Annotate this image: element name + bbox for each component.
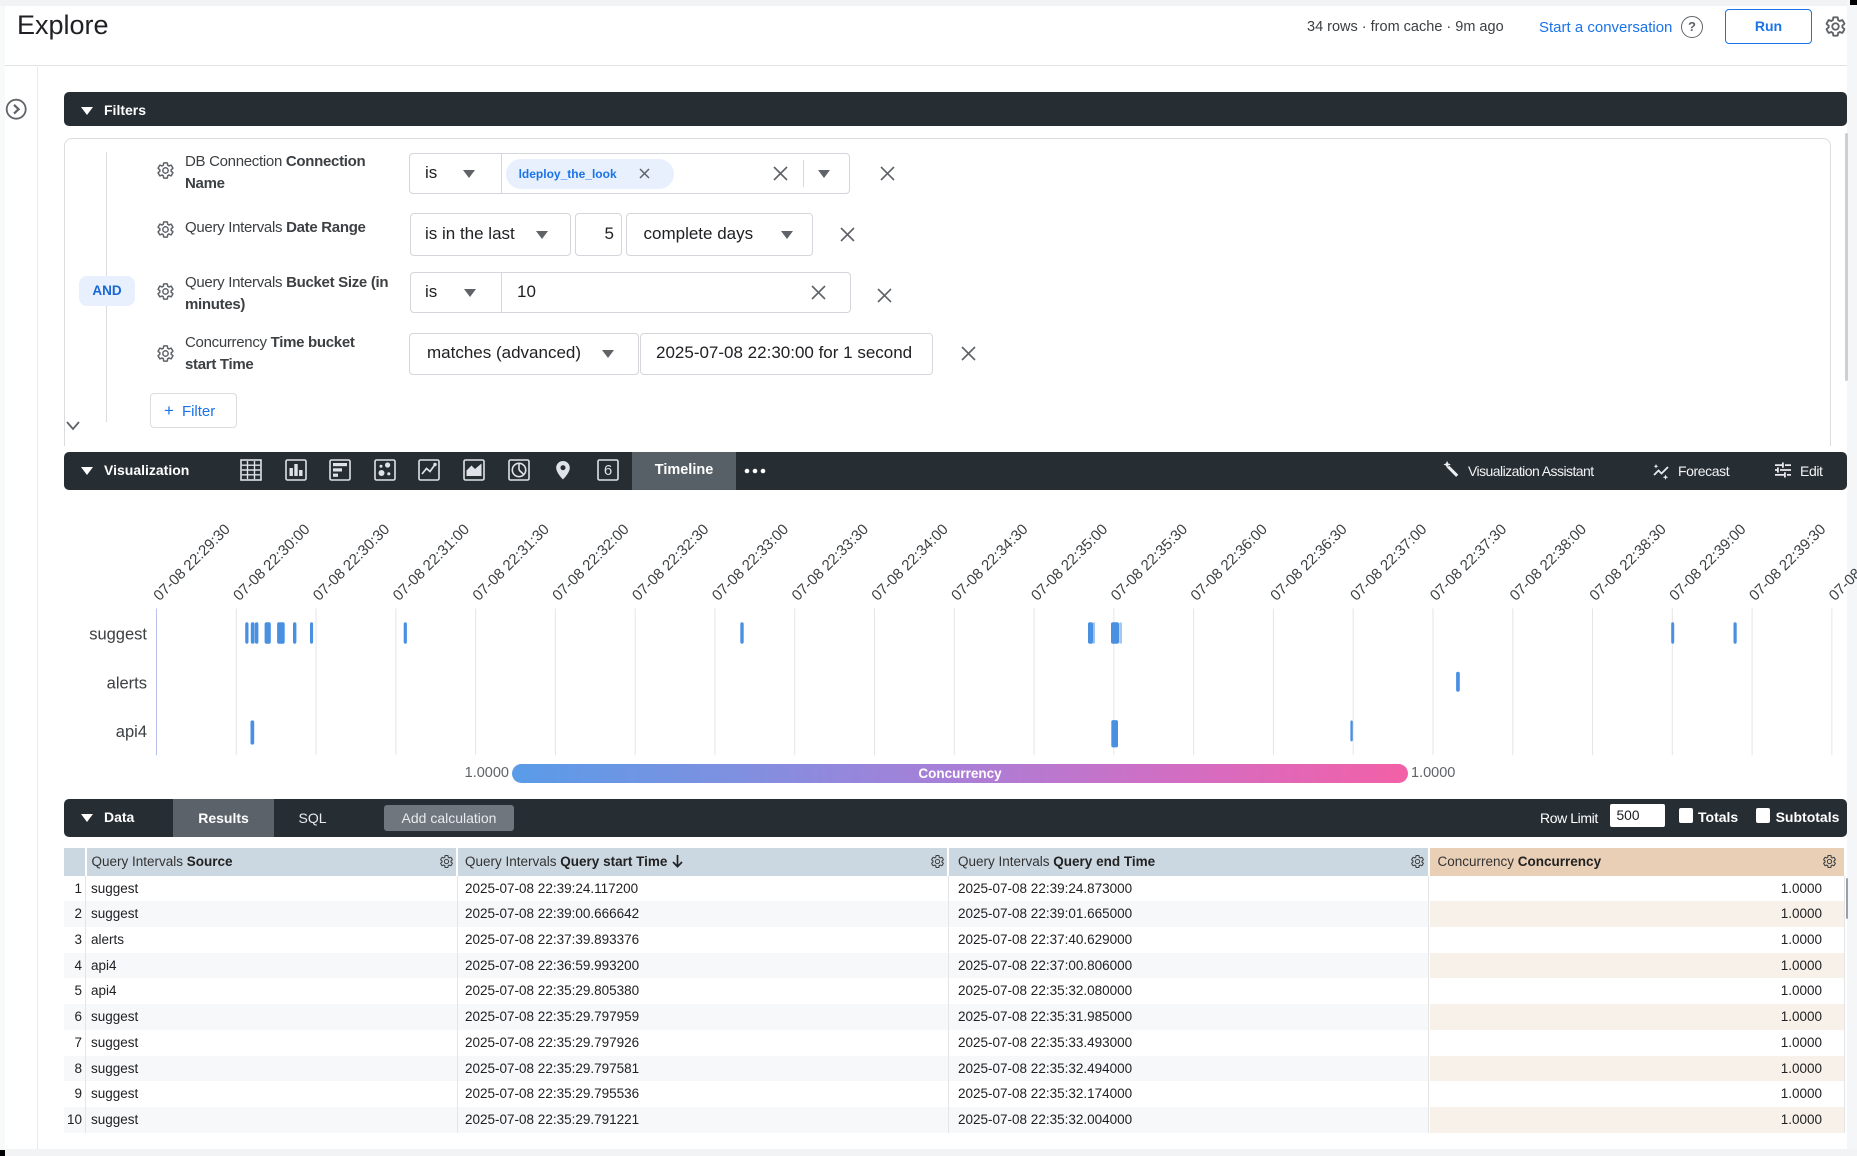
svg-text:07-08 22:39:00: 07-08 22:39:00 [1666, 521, 1749, 604]
svg-text:07-08 22:31:30: 07-08 22:31:30 [469, 521, 552, 604]
svg-text:07-08 22:32:30: 07-08 22:32:30 [629, 521, 712, 604]
svg-text:07-08 22:38:00: 07-08 22:38:00 [1507, 521, 1590, 604]
svg-text:07-08 22:39:30: 07-08 22:39:30 [1746, 521, 1829, 604]
svg-text:07-08 22:35:00: 07-08 22:35:00 [1028, 521, 1111, 604]
svg-text:07-08 22:32:00: 07-08 22:32:00 [549, 521, 632, 604]
svg-text:07-08 22:40:00: 07-08 22:40:00 [1826, 521, 1857, 604]
svg-text:suggest: suggest [89, 626, 147, 644]
svg-text:07-08 22:33:30: 07-08 22:33:30 [789, 521, 872, 604]
svg-text:07-08 22:34:00: 07-08 22:34:00 [868, 521, 951, 604]
svg-text:alerts: alerts [107, 674, 147, 692]
svg-text:07-08 22:30:30: 07-08 22:30:30 [310, 521, 393, 604]
svg-text:07-08 22:30:00: 07-08 22:30:00 [230, 521, 313, 604]
svg-text:07-08 22:38:30: 07-08 22:38:30 [1586, 521, 1669, 604]
svg-text:07-08 22:34:30: 07-08 22:34:30 [948, 521, 1031, 604]
svg-text:07-08 22:31:00: 07-08 22:31:00 [390, 521, 473, 604]
svg-text:07-08 22:36:30: 07-08 22:36:30 [1267, 521, 1350, 604]
svg-text:07-08 22:37:30: 07-08 22:37:30 [1427, 521, 1510, 604]
svg-text:07-08 22:33:00: 07-08 22:33:00 [709, 521, 792, 604]
svg-text:07-08 22:29:30: 07-08 22:29:30 [150, 521, 233, 604]
svg-text:07-08 22:36:00: 07-08 22:36:00 [1187, 521, 1270, 604]
svg-text:api4: api4 [116, 723, 147, 741]
svg-text:07-08 22:37:00: 07-08 22:37:00 [1347, 521, 1430, 604]
svg-text:07-08 22:35:30: 07-08 22:35:30 [1108, 521, 1191, 604]
svg-text:6: 6 [604, 462, 612, 479]
